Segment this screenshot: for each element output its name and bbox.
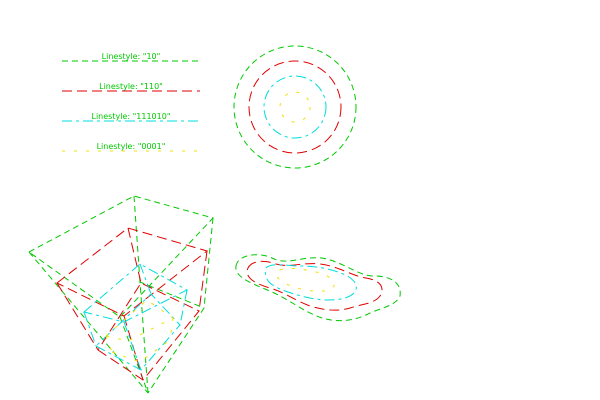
cube-style-111010 bbox=[82, 263, 189, 371]
legend-label-10: Linestyle: "10" bbox=[102, 52, 161, 61]
circle-style-111010 bbox=[263, 75, 327, 139]
blob-style-0001 bbox=[275, 267, 335, 292]
legend-label-0001: Linestyle: "0001" bbox=[97, 142, 166, 151]
circle-style-110 bbox=[248, 60, 342, 154]
legend-label-110: Linestyle: "110" bbox=[99, 82, 163, 91]
circle-style-0001 bbox=[279, 91, 311, 123]
legend-entry-0001: Linestyle: "0001" bbox=[62, 142, 200, 152]
wavy-blobs bbox=[235, 254, 401, 322]
legend-entry-111010: Linestyle: "111010" bbox=[62, 112, 200, 122]
blob-style-110 bbox=[246, 260, 383, 311]
legend-label-111010: Linestyle: "111010" bbox=[92, 112, 171, 121]
blob-style-10 bbox=[235, 254, 401, 322]
circle-style-10 bbox=[233, 45, 357, 169]
cube-style-10 bbox=[28, 195, 214, 394]
concentric-circles bbox=[233, 45, 357, 169]
linestyle-legend: Linestyle: "10" Linestyle: "110" Linesty… bbox=[62, 52, 200, 152]
blob-style-111010 bbox=[264, 264, 357, 301]
cube-style-0001 bbox=[104, 299, 174, 363]
legend-entry-110: Linestyle: "110" bbox=[62, 82, 200, 92]
wireframe-cubes bbox=[28, 195, 214, 394]
legend-entry-10: Linestyle: "10" bbox=[62, 52, 200, 62]
